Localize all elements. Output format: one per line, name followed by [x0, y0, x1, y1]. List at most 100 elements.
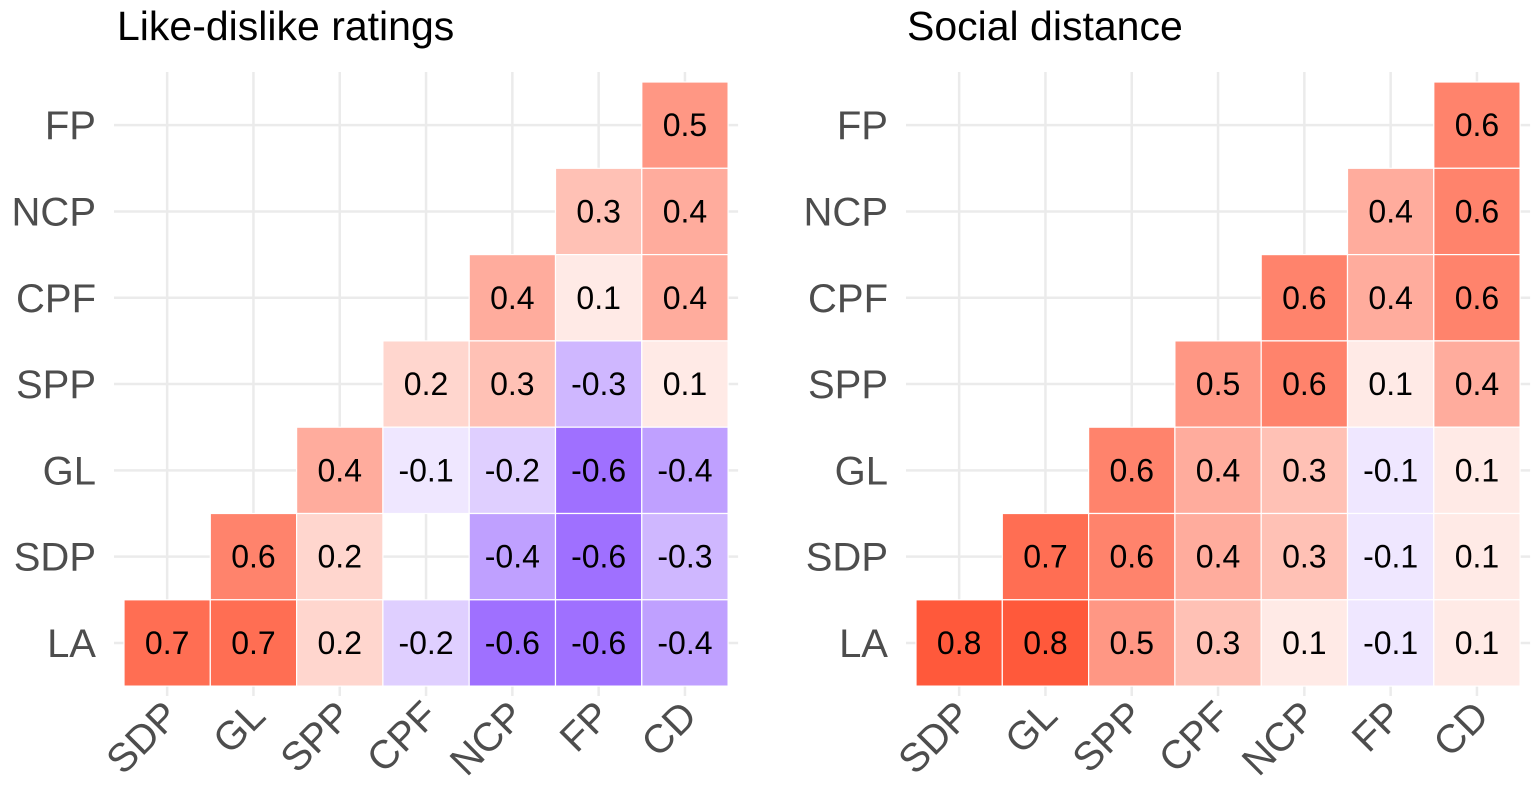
cell-value-label: 0.5 — [1196, 366, 1240, 402]
heatmap-panel-2: Social distance 0.6 0.4 0.6 0.6 0.4 0.6 0.5 0.6 0… — [804, 3, 1531, 784]
cell-value-label: 0.6 — [1110, 539, 1154, 575]
y-tick-label: LA — [839, 622, 888, 666]
cell-value-label: 0.8 — [937, 625, 981, 661]
heatmap-cell — [1087, 599, 1176, 687]
x-tick-label: SDP — [890, 693, 979, 782]
x-tick-label: CD — [633, 693, 705, 765]
cell-value-label: 0.4 — [1196, 452, 1240, 488]
heatmap-cell — [382, 426, 470, 515]
heatmap-cell — [1260, 426, 1349, 515]
cell-value-label: 0.4 — [1368, 280, 1412, 316]
heatmap-cell — [209, 599, 298, 687]
heatmap-cell — [1346, 254, 1435, 342]
cell-value-label: 0.1 — [1455, 452, 1499, 488]
cell-value-label: 0.7 — [145, 625, 189, 661]
y-tick-label: GL — [43, 449, 96, 493]
y-tick-label: CPF — [808, 277, 888, 321]
cell-value-label: -0.1 — [398, 452, 453, 488]
heatmap-cell — [1433, 426, 1521, 515]
heatmap-cell — [641, 167, 729, 256]
heatmap-cell — [382, 340, 470, 428]
cell-value-label: 0.1 — [1368, 366, 1412, 402]
y-tick-label: SDP — [14, 536, 96, 580]
x-tick-label: FP — [1344, 693, 1411, 760]
cell-value-label: 0.3 — [1282, 539, 1326, 575]
cell-value-label: 0.7 — [231, 625, 275, 661]
heatmap-cell — [641, 599, 729, 687]
heatmap-cell — [1087, 426, 1176, 515]
cell-value-label: 0.4 — [490, 280, 534, 316]
cell-value-label: -0.6 — [571, 539, 626, 575]
cell-value-label: -0.1 — [1363, 539, 1418, 575]
y-tick-label: LA — [47, 622, 96, 666]
heatmap-cell — [1433, 599, 1521, 687]
heatmap-cell — [123, 599, 211, 687]
heatmap-cell — [1346, 512, 1435, 601]
heatmap-cell — [1260, 340, 1349, 428]
y-tick-label: FP — [837, 104, 888, 148]
heatmap-cell — [554, 340, 643, 428]
heatmap-cell — [915, 599, 1003, 687]
heatmap-cell — [296, 426, 384, 515]
cell-value-label: 0.5 — [663, 107, 707, 143]
cell-value-label: 0.1 — [576, 280, 620, 316]
heatmap-cell — [1433, 340, 1521, 428]
cell-value-label: 0.6 — [1455, 193, 1499, 229]
cell-value-label: -0.4 — [657, 625, 712, 661]
x-tick-label: CPF — [359, 693, 447, 781]
cell-value-label: -0.2 — [398, 625, 453, 661]
heatmap-cell — [296, 599, 384, 687]
y-tick-label: SPP — [16, 363, 96, 407]
heatmap-cell — [641, 512, 729, 601]
chart-title: Like-dislike ratings — [117, 3, 454, 49]
cell-value-label: 0.6 — [1455, 107, 1499, 143]
cell-value-label: 0.8 — [1023, 625, 1067, 661]
cell-value-label: 0.5 — [1110, 625, 1154, 661]
heatmap-cell — [382, 599, 470, 687]
heatmap-cell — [1260, 599, 1349, 687]
cell-value-label: -0.6 — [571, 452, 626, 488]
y-tick-label: GL — [835, 449, 888, 493]
heatmap-cell — [554, 599, 643, 687]
cell-value-label: -0.6 — [571, 625, 626, 661]
heatmap-cell — [1346, 167, 1435, 256]
cell-value-label: 0.3 — [1196, 625, 1240, 661]
cell-value-label: 0.6 — [231, 539, 275, 575]
y-tick-label: SPP — [808, 363, 888, 407]
x-tick-label: NCP — [442, 693, 533, 784]
cell-value-label: 0.4 — [1196, 539, 1240, 575]
cell-value-label: -0.4 — [485, 539, 540, 575]
x-tick-label: FP — [552, 693, 619, 760]
heatmap-panel-1: Like-dislike ratings 0.5 0.3 0.4 0.4 0.1 0.4 0.… — [12, 3, 739, 784]
heatmap-cell — [1433, 512, 1521, 601]
heatmap-cell — [554, 254, 643, 342]
cell-value-label: 0.2 — [404, 366, 448, 402]
x-tick-label: CPF — [1151, 693, 1239, 781]
x-tick-label: NCP — [1234, 693, 1325, 784]
heatmap-cell — [1346, 599, 1435, 687]
cell-value-label: -0.2 — [485, 452, 540, 488]
cell-value-label: 0.4 — [663, 280, 707, 316]
cell-value-label: -0.3 — [571, 366, 626, 402]
cell-value-label: -0.1 — [1363, 452, 1418, 488]
y-tick-label: SDP — [806, 536, 888, 580]
cell-value-label: 0.3 — [1282, 452, 1326, 488]
cell-value-label: 0.3 — [490, 366, 534, 402]
y-tick-label: FP — [45, 104, 96, 148]
heatmap-cell — [1433, 167, 1521, 256]
cell-value-label: -0.1 — [1363, 625, 1418, 661]
cell-value-label: -0.3 — [657, 539, 712, 575]
cell-value-label: 0.4 — [318, 452, 362, 488]
x-tick-label: SPP — [1064, 693, 1152, 781]
heatmap-cell — [1174, 599, 1262, 687]
heatmap-cell — [1433, 81, 1521, 169]
heatmap-cell — [1346, 340, 1435, 428]
heatmap-cell — [641, 340, 729, 428]
chart-title: Social distance — [907, 3, 1183, 49]
x-tick-label: SPP — [272, 693, 360, 781]
heatmap-cell — [209, 512, 298, 601]
heatmap-cell — [468, 340, 557, 428]
heatmap-cell — [1001, 599, 1090, 687]
x-tick-label: SDP — [98, 693, 187, 782]
cell-value-label: 0.6 — [1282, 280, 1326, 316]
